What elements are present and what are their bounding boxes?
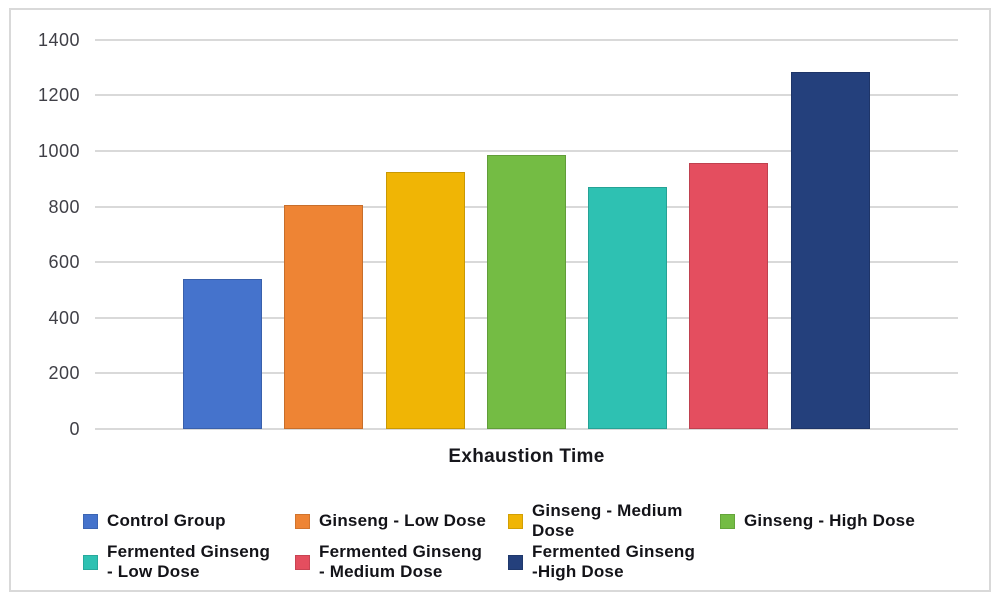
legend-item-fermented-ginseng-high-dose: Fermented Ginseng -High Dose — [508, 541, 695, 583]
legend-label-ginseng-low-dose: Ginseng - Low Dose — [319, 510, 487, 530]
legend-label-ginseng-high-dose: Ginseng - High Dose — [744, 510, 915, 530]
legend-item-control-group: Control Group — [83, 503, 226, 539]
y-tick-label-600: 600 — [48, 252, 80, 273]
y-tick-label-0: 0 — [69, 419, 80, 439]
y-tick-label-1400: 1400 — [37, 29, 80, 50]
gridline-1200 — [95, 94, 958, 97]
bar-ginseng-medium-dose — [385, 171, 465, 429]
legend-item-ginseng-high-dose: Ginseng - High Dose — [720, 503, 915, 539]
legend-swatch-ginseng-high-dose — [720, 513, 735, 529]
bar-fermented-ginseng-high-dose — [790, 71, 870, 429]
y-tick-label-800: 800 — [48, 196, 80, 217]
legend-swatch-fermented-ginseng-high-dose — [508, 554, 523, 570]
legend-label-control-group: Control Group — [107, 510, 226, 530]
bar-ginseng-low-dose — [284, 205, 364, 429]
legend-label-fermented-ginseng-low-dose: Fermented Ginseng - Low Dose — [107, 541, 271, 581]
bar-ginseng-high-dose — [486, 155, 566, 429]
y-tick-label-400: 400 — [48, 307, 80, 328]
legend-item-fermented-ginseng-low-dose: Fermented Ginseng - Low Dose — [83, 541, 270, 583]
gridline-1400 — [95, 38, 958, 41]
y-tick-label-1000: 1000 — [37, 140, 80, 161]
legend-swatch-fermented-ginseng-low-dose — [83, 554, 98, 570]
x-axis-title: Exhaustion Time — [448, 446, 605, 467]
gridline-0 — [95, 428, 958, 430]
legend-label-fermented-ginseng-high-dose: Fermented Ginseng -High Dose — [532, 541, 696, 581]
bar-fermented-ginseng-medium-dose — [689, 163, 769, 429]
legend-item-ginseng-low-dose: Ginseng - Low Dose — [295, 503, 486, 539]
legend-swatch-fermented-ginseng-medium-dose — [295, 554, 310, 570]
bar-fermented-ginseng-low-dose — [588, 187, 668, 429]
legend-swatch-control-group — [83, 513, 98, 529]
y-tick-label-1200: 1200 — [37, 85, 80, 106]
legend-item-fermented-ginseng-medium-dose: Fermented Ginseng - Medium Dose — [295, 541, 482, 583]
legend-label-fermented-ginseng-medium-dose: Fermented Ginseng - Medium Dose — [319, 541, 483, 581]
legend-label-ginseng-medium-dose: Ginseng - Medium Dose — [532, 500, 683, 540]
legend-item-ginseng-medium-dose: Ginseng - Medium Dose — [508, 500, 683, 540]
legend-swatch-ginseng-low-dose — [295, 513, 310, 529]
legend-swatch-ginseng-medium-dose — [508, 513, 523, 529]
y-tick-label-200: 200 — [48, 363, 80, 384]
bar-control-group — [183, 278, 262, 429]
gridline-1000 — [95, 149, 958, 152]
